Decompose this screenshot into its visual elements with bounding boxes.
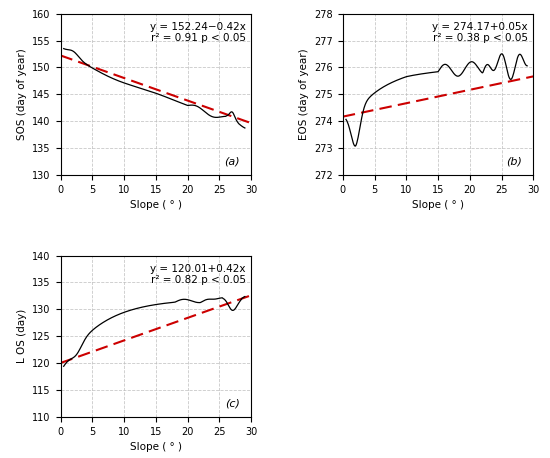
Y-axis label: SOS (day of year): SOS (day of year) xyxy=(16,49,26,140)
Text: y = 120.01+0.42x
r² = 0.82 p < 0.05: y = 120.01+0.42x r² = 0.82 p < 0.05 xyxy=(150,264,245,285)
Y-axis label: EOS (day of year): EOS (day of year) xyxy=(299,49,309,140)
Text: (a): (a) xyxy=(224,157,240,167)
Text: (c): (c) xyxy=(225,399,240,409)
Y-axis label: L OS (day): L OS (day) xyxy=(16,309,26,363)
X-axis label: Slope ( ° ): Slope ( ° ) xyxy=(130,442,182,452)
Text: y = 274.17+0.05x
r² = 0.38 p < 0.05: y = 274.17+0.05x r² = 0.38 p < 0.05 xyxy=(432,22,528,44)
X-axis label: Slope ( ° ): Slope ( ° ) xyxy=(412,200,464,210)
Text: (b): (b) xyxy=(506,157,522,167)
Text: y = 152.24−0.42x
r² = 0.91 p < 0.05: y = 152.24−0.42x r² = 0.91 p < 0.05 xyxy=(150,22,245,44)
X-axis label: Slope ( ° ): Slope ( ° ) xyxy=(130,200,182,210)
